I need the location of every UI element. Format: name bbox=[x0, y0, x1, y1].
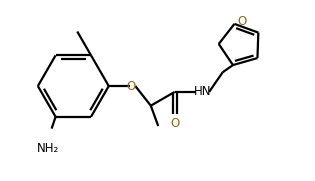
Text: NH₂: NH₂ bbox=[37, 142, 59, 155]
Text: O: O bbox=[170, 117, 179, 131]
Text: O: O bbox=[127, 80, 136, 92]
Text: HN: HN bbox=[193, 85, 211, 98]
Text: O: O bbox=[238, 15, 247, 28]
